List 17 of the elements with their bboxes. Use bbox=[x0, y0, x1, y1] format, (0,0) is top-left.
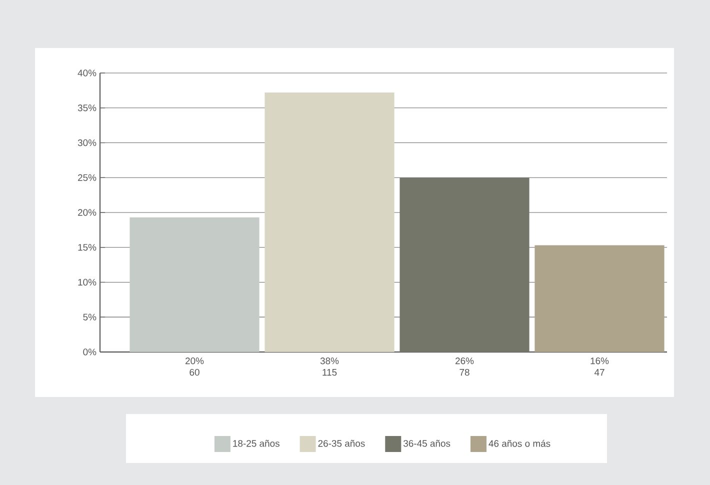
legend-label: 36-45 años bbox=[403, 440, 450, 447]
y-tick-label: 0% bbox=[83, 348, 96, 356]
y-tick-label: 20% bbox=[78, 209, 96, 216]
y-tick-label: 35% bbox=[78, 104, 96, 112]
y-tick-label: 10% bbox=[78, 278, 96, 286]
y-tick-label: 30% bbox=[78, 139, 96, 146]
legend-label: 18-25 años bbox=[233, 440, 280, 447]
y-tick-label: 40% bbox=[78, 70, 96, 76]
x-tick-label: 26% 78 bbox=[456, 358, 474, 376]
x-tick-label: 38% 115 bbox=[320, 358, 339, 376]
legend-label: 26-35 años bbox=[318, 440, 365, 447]
y-tick-label: 25% bbox=[78, 174, 96, 181]
y-tick-label: 15% bbox=[78, 244, 96, 251]
x-tick-label: 16% 47 bbox=[590, 358, 609, 376]
y-tick-label: 5% bbox=[83, 314, 96, 320]
legend-label: 46 años o más bbox=[488, 440, 550, 447]
x-tick-label: 20% 60 bbox=[186, 358, 204, 376]
